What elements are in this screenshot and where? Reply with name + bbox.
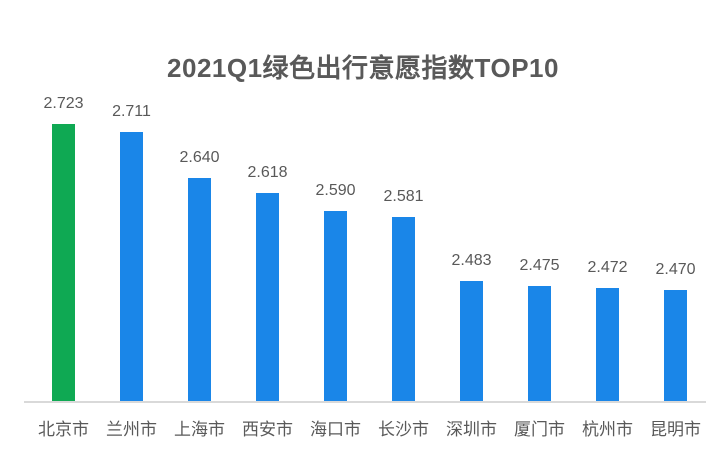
bar-value-label: 2.581 bbox=[383, 188, 424, 205]
bar-value-label: 2.723 bbox=[43, 95, 84, 112]
x-axis-label: 杭州市 bbox=[582, 420, 633, 439]
x-axis-label: 兰州市 bbox=[106, 420, 157, 439]
bar-value-label: 2.475 bbox=[519, 257, 560, 274]
bar bbox=[120, 132, 143, 401]
chart-title: 2021Q1绿色出行意愿指数TOP10 bbox=[167, 53, 559, 83]
bar-value-label: 2.711 bbox=[112, 103, 151, 120]
bar bbox=[324, 211, 347, 401]
bar bbox=[392, 217, 415, 401]
bar-value-label: 2.470 bbox=[655, 261, 696, 278]
bar bbox=[596, 288, 619, 401]
bar bbox=[52, 124, 75, 401]
bar bbox=[460, 281, 483, 401]
bar-value-label: 2.472 bbox=[587, 259, 628, 276]
bar-value-label: 2.640 bbox=[179, 149, 220, 166]
x-axis-label: 昆明市 bbox=[650, 420, 701, 439]
x-axis-label: 海口市 bbox=[310, 420, 361, 439]
x-axis-label: 长沙市 bbox=[378, 420, 429, 439]
x-axis-label: 深圳市 bbox=[446, 420, 497, 439]
bar-value-label: 2.590 bbox=[315, 182, 356, 199]
x-axis-label: 北京市 bbox=[38, 420, 89, 439]
bar bbox=[256, 193, 279, 401]
bar bbox=[664, 290, 687, 401]
bar-value-label: 2.618 bbox=[247, 164, 288, 181]
bar-value-label: 2.483 bbox=[451, 252, 492, 269]
x-axis-label: 厦门市 bbox=[514, 420, 565, 439]
bar bbox=[188, 178, 211, 401]
bar bbox=[528, 286, 551, 401]
x-axis-label: 西安市 bbox=[242, 420, 293, 439]
x-axis-label: 上海市 bbox=[174, 420, 225, 439]
x-axis-line bbox=[24, 401, 706, 403]
